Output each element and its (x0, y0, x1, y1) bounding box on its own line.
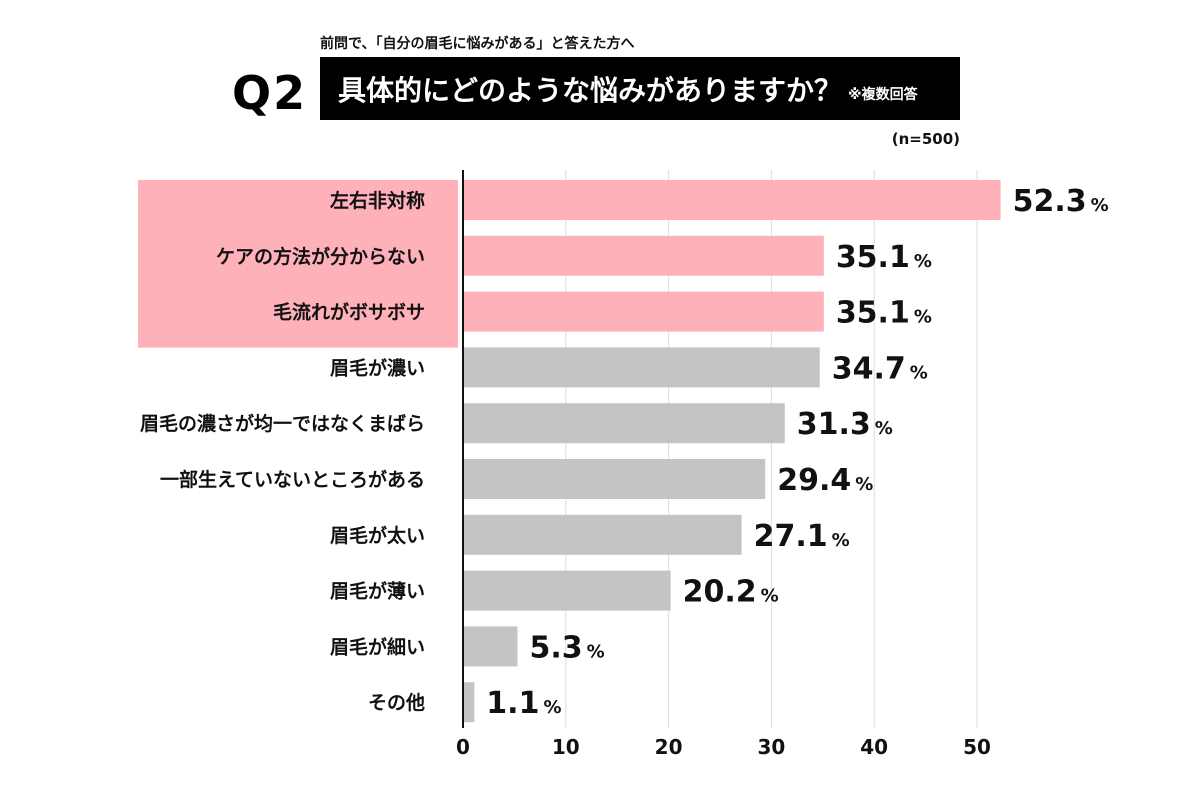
percent-sign: % (587, 641, 605, 662)
x-tick-label: 0 (456, 735, 470, 759)
category-label: 眉毛が太い (330, 524, 425, 547)
title-box: 具体的にどのような悩みがありますか？ ※複数回答 (320, 57, 960, 120)
category-label: ケアの方法が分からない (216, 245, 425, 268)
question-number: Q2 (232, 66, 308, 120)
category-label: 一部生えていないところがある (160, 468, 425, 491)
data-label: 34.7% (832, 351, 928, 386)
data-label: 31.3% (797, 407, 893, 442)
data-label: 52.3% (1013, 184, 1109, 219)
chart-title: 具体的にどのような悩みがありますか？ (338, 73, 843, 107)
percent-sign: % (914, 307, 932, 328)
data-label: 35.1% (836, 240, 932, 275)
bar (463, 347, 820, 388)
category-label: 左右非対称 (330, 189, 425, 212)
highlight-band (138, 180, 458, 348)
x-tick-label: 10 (552, 735, 580, 759)
category-label: 眉毛が濃い (330, 356, 425, 379)
bar (463, 682, 475, 723)
bar (463, 570, 671, 611)
category-label: 眉毛が細い (330, 635, 425, 658)
data-label: 20.2% (683, 575, 779, 610)
percent-sign: % (914, 251, 932, 272)
data-label: 5.3% (529, 630, 604, 665)
bar (463, 626, 518, 667)
category-label: 眉毛が薄い (330, 580, 425, 603)
category-label: 眉毛の濃さが均一ではなくまばら (140, 412, 425, 435)
category-label: 毛流れがボサボサ (273, 301, 425, 324)
data-label: 35.1% (836, 296, 932, 331)
x-tick-label: 40 (860, 735, 888, 759)
data-label: 27.1% (754, 519, 850, 554)
pre-title: 前問で、「自分の眉毛に悩みがある」と答えた方へ (320, 36, 635, 52)
bar (463, 180, 1001, 220)
bar (463, 235, 824, 276)
category-label: その他 (368, 691, 425, 714)
data-label: 29.4% (777, 463, 873, 498)
bar (463, 403, 785, 444)
x-tick-label: 50 (963, 735, 991, 759)
multiple-answer-note: ※複数回答 (848, 86, 918, 103)
x-tick-label: 30 (757, 735, 785, 759)
x-tick-label: 20 (655, 735, 683, 759)
data-label: 1.1% (486, 686, 561, 721)
percent-sign: % (855, 474, 873, 495)
percent-sign: % (832, 530, 850, 551)
bar (463, 459, 766, 499)
percent-sign: % (761, 586, 779, 607)
bar (463, 291, 824, 332)
percent-sign: % (875, 418, 893, 439)
sample-size: (n=500) (891, 130, 960, 148)
percent-sign: % (543, 697, 561, 718)
percent-sign: % (910, 362, 928, 383)
percent-sign: % (1091, 195, 1109, 216)
bar (463, 514, 742, 555)
